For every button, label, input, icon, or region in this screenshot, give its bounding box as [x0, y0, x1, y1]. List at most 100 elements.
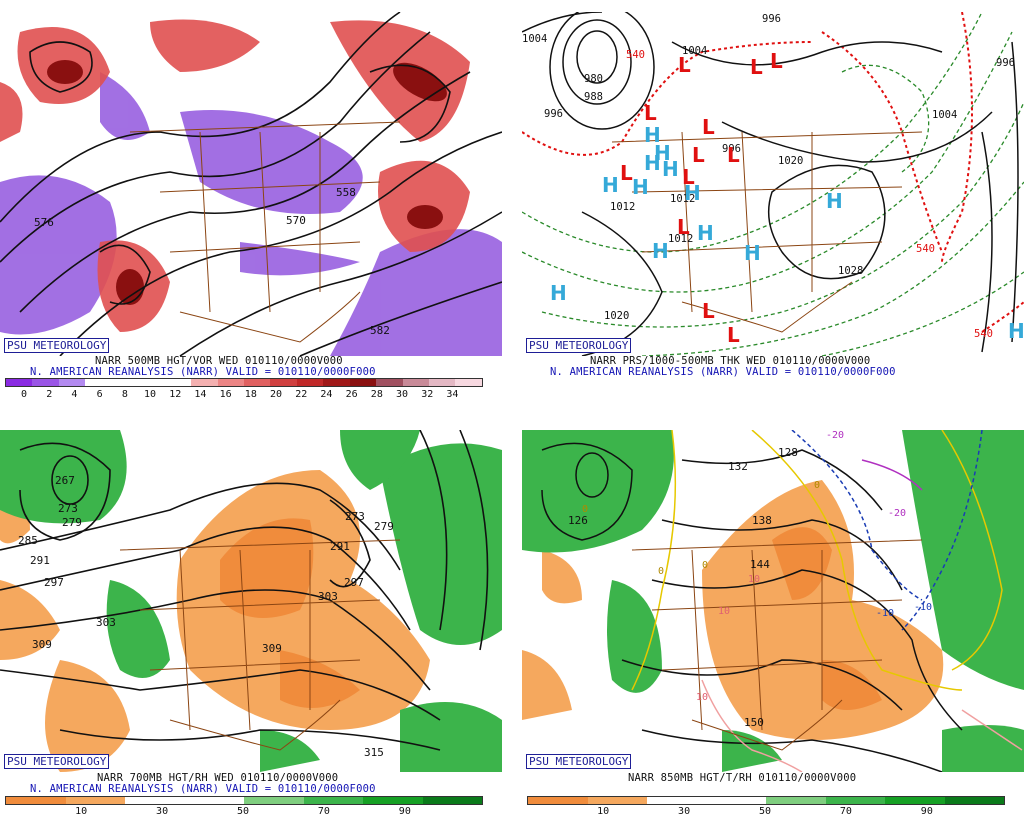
isotherm-label: 10 — [718, 606, 730, 617]
colorbar-swatch — [323, 379, 350, 386]
psu-meteorology-badge: PSU METEOROLOGY — [526, 754, 632, 769]
scale-tick-label: 6 — [96, 389, 103, 400]
scale-tick-label: 70 — [317, 806, 330, 817]
low-pressure-marker: L — [727, 323, 740, 347]
contour-label: 285 — [18, 534, 38, 547]
very-dry-air-areas — [772, 527, 882, 710]
contour-label: 138 — [752, 514, 772, 527]
isotherm-label: 0 — [702, 560, 708, 571]
isotherm-label: -10 — [914, 602, 932, 613]
isotherm-label: 10 — [748, 574, 760, 585]
isotherm-label: 10 — [696, 692, 708, 703]
colorbar-swatch — [885, 797, 945, 804]
isobars — [522, 12, 1019, 356]
psu-meteorology-badge: PSU METEOROLOGY — [4, 754, 110, 769]
low-pressure-marker: L — [727, 143, 740, 167]
rh-colorbar-850mb — [527, 796, 1005, 805]
low-pressure-marker: L — [678, 53, 691, 77]
isobar-label: 1012 — [668, 233, 693, 245]
colorbar-swatch — [138, 379, 165, 386]
contour-label: 291 — [330, 540, 350, 553]
isotherm-label: -10 — [876, 608, 894, 619]
low-pressure-marker: L — [770, 49, 783, 73]
colorbar-swatch — [217, 379, 244, 386]
isotherm-labels: -20 -20 -10 -10 0 0 0 0 10 10 10 — [582, 430, 932, 703]
colorbar-swatch — [58, 379, 86, 386]
scale-tick-label: 0 — [21, 389, 28, 400]
panel-2-subcaption: N. AMERICAN REANALYSIS (NARR) VALID = 01… — [550, 366, 896, 378]
panel-3-subcaption: N. AMERICAN REANALYSIS (NARR) VALID = 01… — [30, 783, 376, 795]
thickness-label: 540 — [974, 328, 993, 340]
freezing-thickness-line — [522, 12, 1024, 333]
political-borders — [129, 121, 401, 343]
colorbar-swatch — [85, 379, 112, 386]
isobar-label: 996 — [544, 108, 563, 120]
high-pressure-marker: H — [652, 239, 669, 263]
scale-tick-label: 8 — [121, 389, 128, 400]
scale-tick-label: 18 — [244, 389, 257, 400]
panel-850mb-t-rh: 126 132 138 144 150 128 -20 -20 -10 -10 … — [522, 430, 1024, 772]
map-700mb-rh: 267 273 279 285 291 297 303 309 309 303 … — [0, 430, 502, 772]
contour-label: 291 — [30, 554, 50, 567]
low-pressure-marker: L — [702, 115, 715, 139]
scale-tick-label: 12 — [169, 389, 182, 400]
vorticity-scale-ticks: 0 2 4 6 8 10 12 14 16 18 20 22 24 26 28 30 32 34 — [5, 389, 481, 401]
moist-air-areas — [0, 430, 502, 772]
contour-labels: 267 273 279 285 291 297 303 309 309 303 … — [18, 474, 394, 759]
political-borders — [119, 539, 401, 751]
contour-label: 279 — [374, 520, 394, 533]
contour-label: 303 — [96, 616, 116, 629]
scale-tick-label: 50 — [758, 806, 772, 817]
scale-tick-label: 50 — [236, 806, 250, 817]
contour-label: 150 — [744, 716, 764, 729]
colorbar-swatch — [422, 797, 482, 804]
colorbar-swatch — [111, 379, 139, 386]
isotherm-label: -20 — [826, 430, 844, 441]
map-850mb-t-rh: 126 132 138 144 150 128 -20 -20 -10 -10 … — [522, 430, 1024, 772]
map-pressure-thickness: 1004 980 988 996 1004 996 1012 1012 1020… — [522, 12, 1024, 356]
contour-label: 309 — [32, 638, 52, 651]
colorbar-swatch — [32, 379, 59, 386]
political-borders — [611, 131, 923, 333]
contour-label: 267 — [55, 474, 75, 487]
isobar-label: 1004 — [522, 33, 547, 45]
panel-2-caption: NARR PRS/1000-500MB THK WED 010110/0000V… — [590, 355, 871, 367]
high-pressure-marker: H — [602, 173, 619, 197]
rh-scale-ticks-850mb: 10 30 50 70 90 — [527, 806, 1003, 818]
scale-tick-label: 10 — [75, 806, 88, 817]
colorbar-swatch — [455, 379, 482, 386]
colorbar-swatch — [125, 797, 185, 804]
isotherms — [631, 430, 1023, 772]
scale-tick-label: 90 — [398, 806, 411, 817]
isobar-label: 996 — [996, 57, 1015, 69]
isobar-label: 996 — [722, 143, 741, 155]
colorbar-swatch — [429, 379, 456, 386]
panel-pressure-thickness: 1004 980 988 996 1004 996 1012 1012 1020… — [522, 12, 1024, 356]
thickness-label: 540 — [626, 49, 645, 61]
colorbar-swatch — [376, 379, 403, 386]
colorbar-swatch — [944, 797, 1004, 804]
high-pressure-marker: H — [632, 175, 649, 199]
colorbar-swatch — [706, 797, 766, 804]
high-pressure-marker: H — [550, 281, 567, 305]
isotherm-label: -20 — [888, 508, 906, 519]
colorbar-swatch — [303, 797, 363, 804]
colorbar-swatch — [296, 379, 324, 386]
high-pressure-marker: H — [826, 189, 843, 213]
scale-tick-label: 30 — [156, 806, 169, 817]
colorbar-swatch — [349, 379, 377, 386]
high-pressure-marker: H — [697, 221, 714, 245]
contour-label-582: 582 — [370, 324, 390, 337]
contour-label-558: 558 — [336, 186, 356, 199]
panel-500mb-vorticity: 576 558 570 582 PSU METEOROLOGY — [0, 12, 502, 356]
low-pressure-marker: L — [702, 299, 715, 323]
scale-tick-label: 30 — [678, 806, 691, 817]
colorbar-swatch — [766, 797, 826, 804]
rh-scale-ticks-700mb: 10 30 50 70 90 — [5, 806, 481, 818]
isobar-label: 1012 — [610, 201, 635, 213]
contour-label: 132 — [728, 460, 748, 473]
panel-1-caption: NARR 500MB HGT/VOR WED 010110/0000V000 — [95, 355, 343, 367]
vorticity-maxima — [47, 60, 447, 305]
panel-3-caption: NARR 700MB HGT/RH WED 010110/0000V000 — [97, 772, 339, 784]
colorbar-swatch — [528, 797, 588, 804]
